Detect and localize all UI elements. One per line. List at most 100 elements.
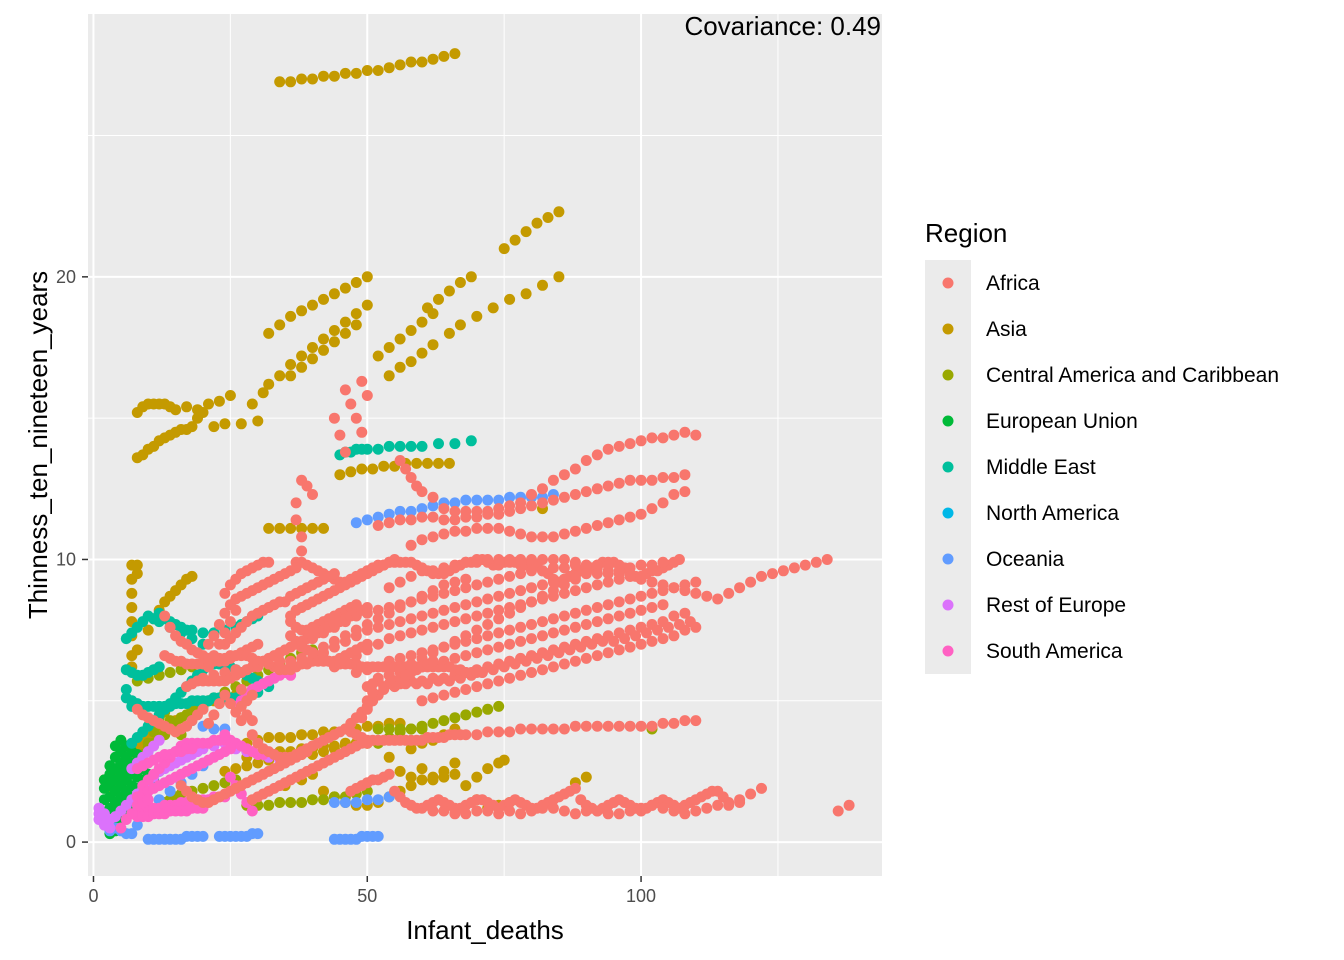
data-point	[361, 65, 373, 76]
data-point	[558, 658, 570, 670]
data-point	[274, 76, 286, 88]
data-point	[613, 610, 625, 622]
data-point	[186, 743, 198, 755]
data-point	[591, 616, 603, 628]
data-point	[307, 342, 318, 353]
data-point	[230, 763, 242, 775]
data-point	[580, 568, 592, 580]
data-point	[120, 684, 132, 695]
data-point	[712, 593, 724, 605]
data-point	[246, 398, 258, 410]
data-point	[460, 525, 472, 537]
data-point	[383, 633, 395, 645]
data-point	[153, 661, 165, 673]
data-point	[723, 799, 735, 811]
data-point	[591, 579, 603, 591]
data-point	[274, 797, 286, 808]
data-point	[504, 570, 516, 582]
data-point	[460, 650, 472, 662]
data-point	[339, 384, 351, 396]
data-point	[471, 522, 483, 534]
data-point	[471, 494, 483, 506]
data-point	[679, 486, 691, 498]
data-point	[449, 525, 461, 537]
data-point	[531, 217, 543, 229]
data-point	[159, 610, 171, 622]
legend: Region Africa Asia Central America and Car…	[925, 218, 1279, 674]
data-point	[416, 565, 428, 577]
data-point	[646, 503, 658, 515]
data-point	[526, 500, 537, 512]
data-point	[427, 647, 439, 659]
data-point	[252, 638, 264, 650]
series-middle-east	[120, 435, 477, 749]
data-point	[493, 522, 505, 534]
data-point	[416, 624, 428, 636]
data-point	[569, 720, 581, 732]
data-point	[438, 528, 450, 540]
data-point	[646, 576, 658, 588]
data-point	[350, 308, 362, 320]
data-point	[405, 627, 417, 639]
data-point	[350, 277, 362, 288]
data-point	[394, 514, 406, 526]
data-point	[296, 305, 308, 317]
data-point	[164, 667, 176, 678]
data-point	[580, 522, 592, 534]
data-point	[646, 474, 658, 486]
data-point	[367, 678, 379, 690]
data-point	[613, 644, 625, 656]
data-point	[203, 638, 214, 650]
legend-label-north-america: North America	[986, 502, 1119, 525]
data-point	[580, 771, 592, 783]
data-point	[547, 613, 559, 625]
data-point	[526, 596, 537, 608]
data-point	[515, 808, 527, 820]
data-point	[558, 805, 570, 817]
data-point	[449, 559, 461, 571]
data-point	[328, 336, 340, 348]
data-point	[471, 706, 483, 718]
data-point	[449, 635, 461, 647]
x-tick-label: 100	[626, 886, 656, 906]
data-point	[460, 630, 472, 642]
legend-key-south-america	[942, 645, 954, 657]
data-point	[350, 797, 362, 808]
data-point	[356, 426, 368, 438]
data-point	[471, 554, 483, 565]
data-point	[471, 633, 483, 645]
data-point	[224, 771, 236, 783]
legend-label-africa: Africa	[986, 272, 1040, 295]
data-point	[405, 723, 417, 735]
data-point	[394, 505, 406, 517]
data-point	[591, 449, 603, 461]
data-point	[460, 729, 472, 741]
data-point	[361, 720, 373, 732]
data-point	[427, 585, 439, 597]
data-point	[372, 604, 384, 616]
data-point	[438, 50, 450, 62]
y-tick-label: 0	[66, 832, 76, 852]
data-point	[433, 438, 444, 450]
data-point	[520, 226, 532, 238]
data-point	[580, 619, 592, 630]
data-point	[405, 356, 417, 368]
data-point	[334, 429, 346, 441]
data-point	[657, 432, 669, 444]
data-point	[602, 720, 614, 732]
data-point	[433, 457, 444, 469]
series-south-america	[115, 667, 297, 834]
data-point	[679, 469, 691, 481]
data-point	[438, 579, 450, 591]
legend-key-asia	[942, 323, 954, 335]
data-point	[405, 596, 417, 608]
data-point	[252, 415, 264, 427]
data-point	[531, 652, 543, 664]
data-point	[734, 797, 746, 808]
legend-key-middle-east	[942, 461, 954, 473]
data-point	[767, 568, 778, 580]
data-point	[547, 562, 559, 574]
x-tick-label: 50	[357, 886, 377, 906]
data-point	[307, 299, 318, 311]
data-point	[449, 768, 461, 780]
